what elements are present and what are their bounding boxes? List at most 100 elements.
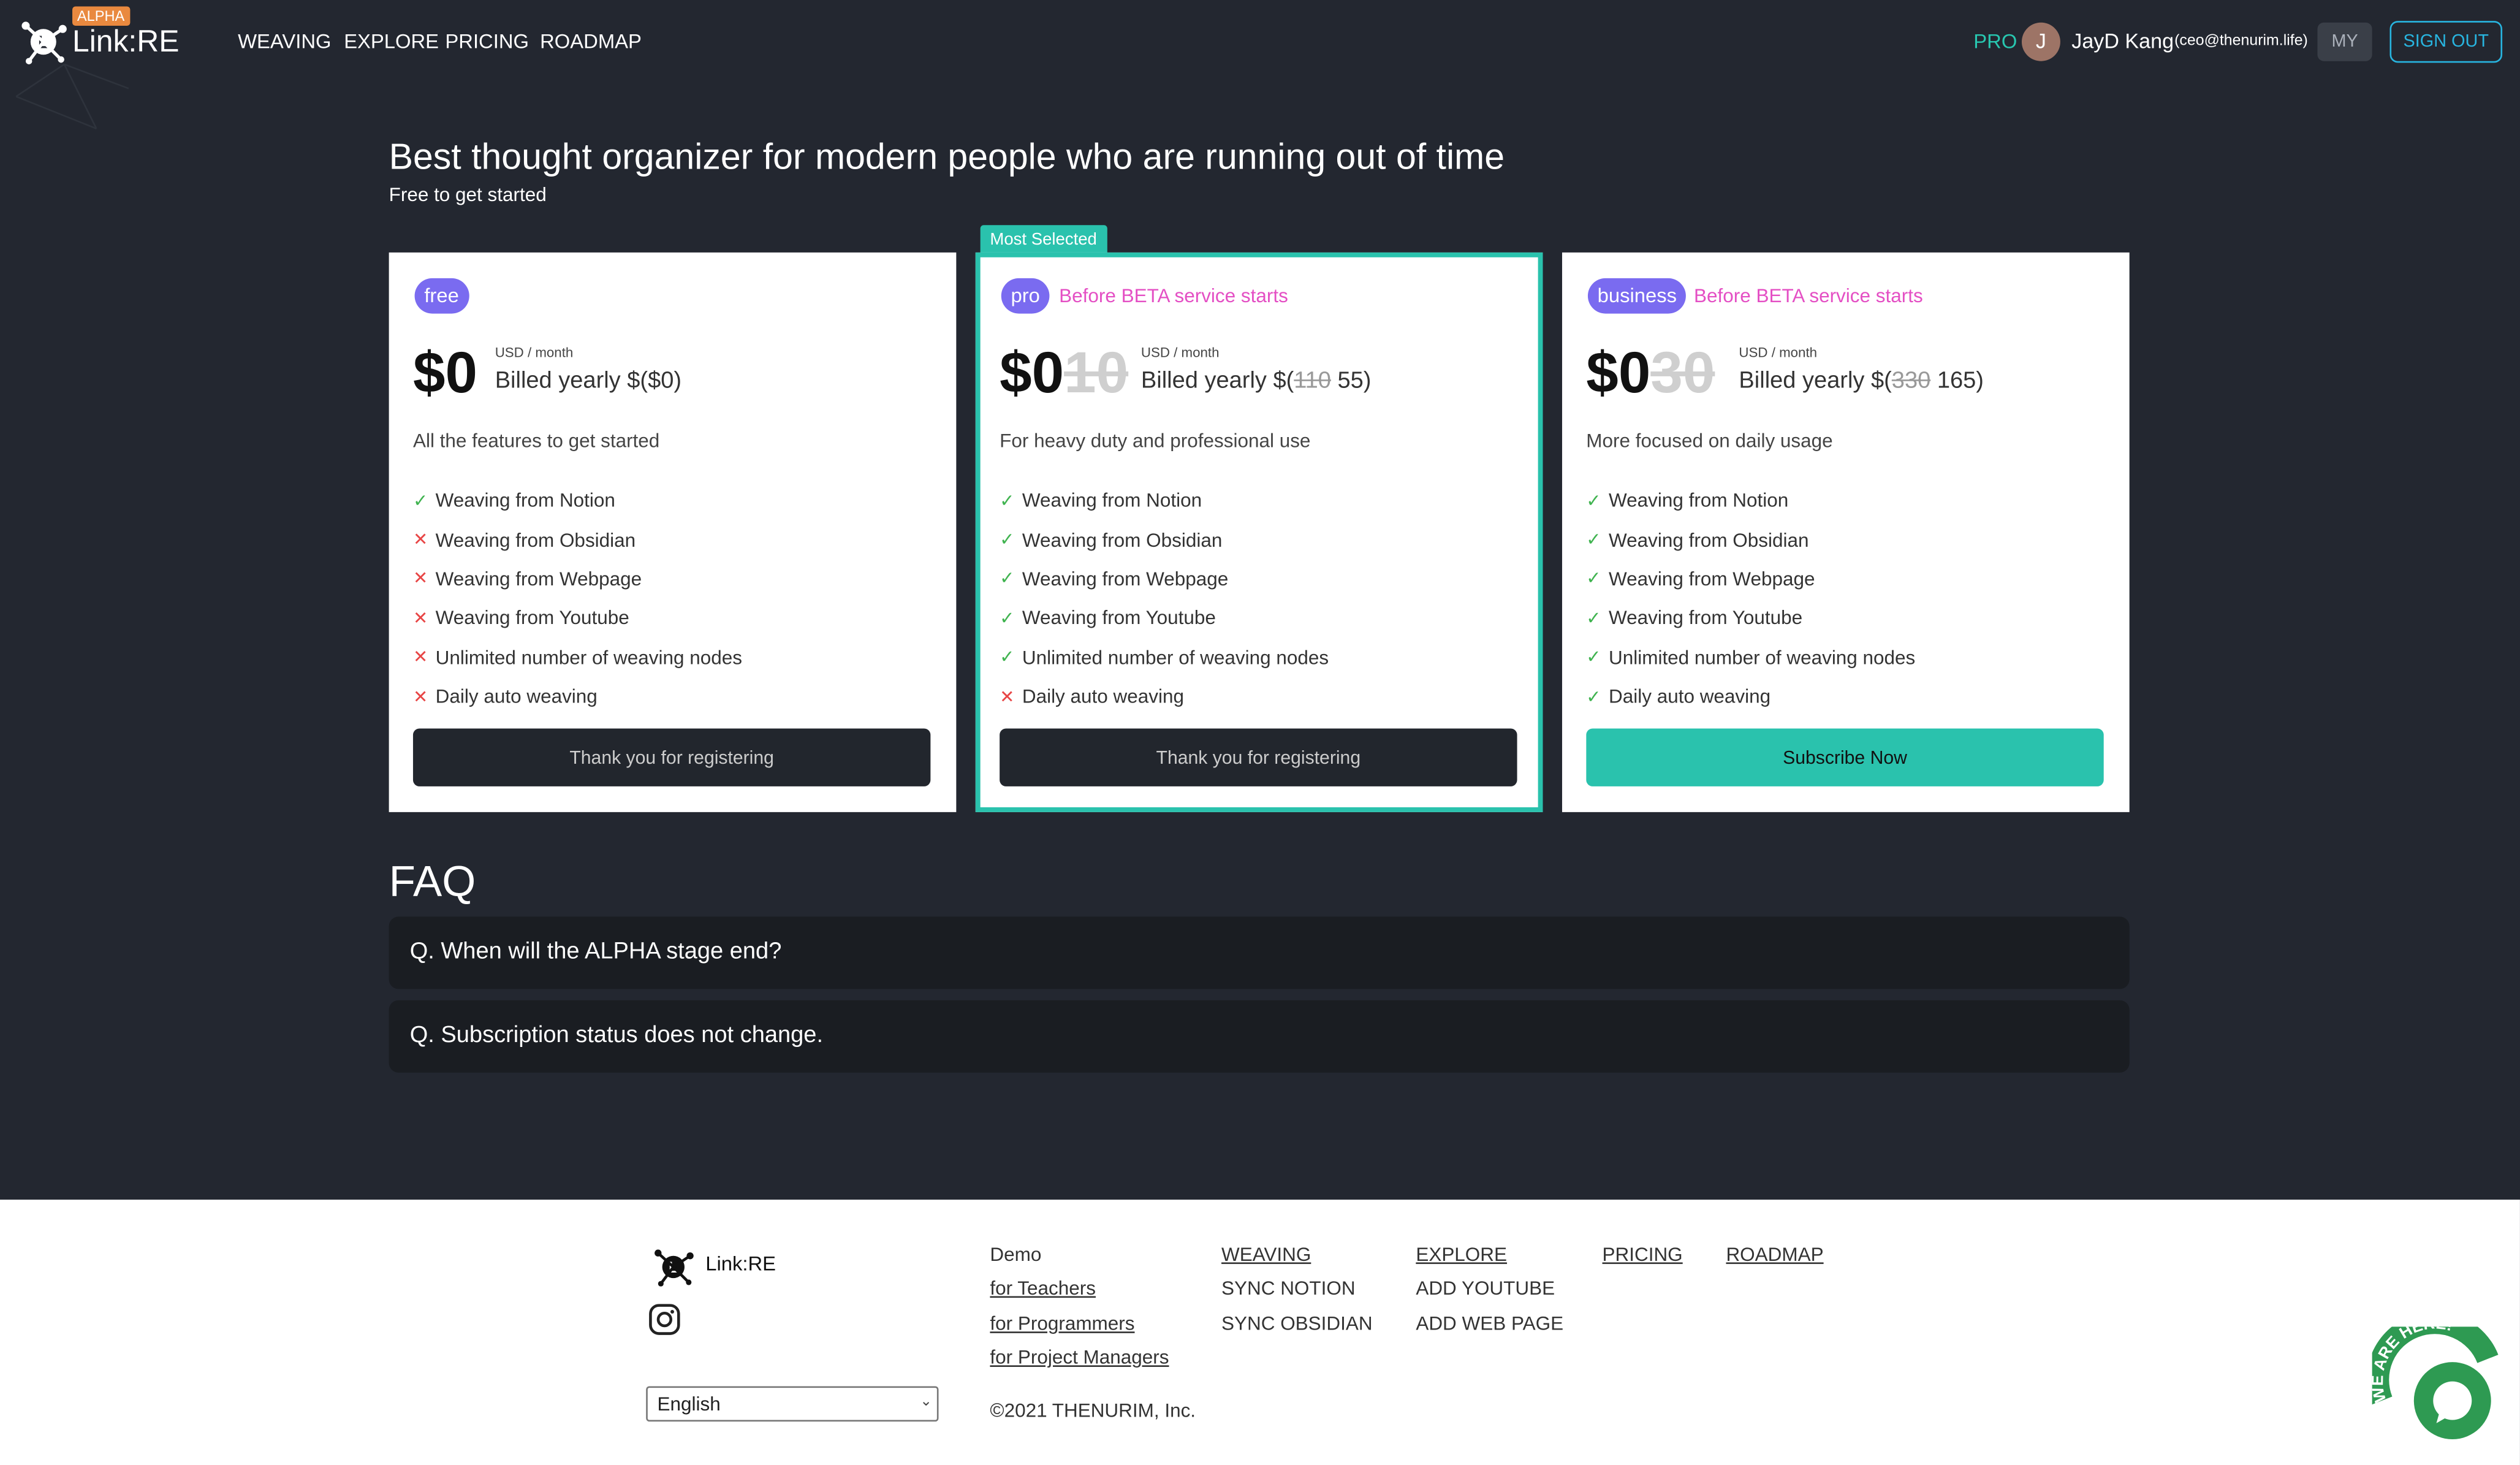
check-icon: ✓ (1000, 491, 1015, 511)
footer-link-explore[interactable]: EXPLORE (1416, 1242, 1508, 1266)
feature-label: Weaving from Notion (435, 489, 615, 512)
page-subtitle: Free to get started (389, 183, 547, 206)
instagram-icon[interactable] (648, 1303, 681, 1336)
price-unit: USD / month (1739, 344, 1818, 360)
feature-label: Weaving from Notion (1609, 489, 1789, 512)
feature-label: Weaving from Obsidian (435, 528, 636, 551)
nav-weaving[interactable]: WEAVING (238, 30, 332, 53)
plan-description: All the features to get started (412, 429, 660, 452)
plan-pill: pro (1001, 278, 1050, 314)
feature-list: ✓ Weaving from Notion ✓ Weaving from Obsidi… (1000, 481, 1329, 716)
price: $030 (1586, 340, 1715, 407)
feature-item: ✓ Daily auto weaving (1586, 677, 1915, 716)
billed-yearly: Billed yearly $($0) (495, 368, 681, 394)
billed-value: 165) (1930, 368, 1984, 394)
nav-roadmap[interactable]: ROADMAP (540, 30, 642, 53)
check-icon: ✓ (1000, 609, 1015, 629)
plan-note: Before BETA service starts (1694, 284, 1923, 308)
check-icon: ✓ (1000, 569, 1015, 590)
pricing-card-free: free $0 USD / month Billed yearly $($0) … (389, 252, 957, 812)
footer-link-pricing[interactable]: PRICING (1602, 1242, 1683, 1266)
check-icon: ✓ (1000, 648, 1015, 668)
cross-icon: ✕ (412, 569, 428, 590)
logo-text: Link:RE (72, 25, 180, 60)
feature-item: ✕ Unlimited number of weaving nodes (413, 637, 742, 677)
footer-link-add-web-page[interactable]: ADD WEB PAGE (1416, 1312, 1564, 1335)
feature-item: ✕ Weaving from Obsidian (413, 520, 742, 559)
price-unit: USD / month (1140, 344, 1220, 360)
footer-link-sync-notion[interactable]: SYNC NOTION (1221, 1277, 1356, 1299)
faq-item[interactable]: Q. Subscription status does not change. (389, 1000, 2130, 1073)
feature-item: ✕ Weaving from Webpage (413, 559, 742, 598)
billed-old: 110 (1294, 368, 1331, 394)
price-old: 30 (1650, 339, 1715, 406)
copyright: ©2021 THENURIM, Inc. (990, 1399, 1196, 1422)
pricing-card-pro: pro Before BETA service starts $010 USD … (975, 252, 1543, 812)
feature-label: Daily auto weaving (1022, 685, 1185, 708)
billed-prefix: Billed yearly $( (495, 368, 648, 394)
footer-link-programmers[interactable]: for Programmers (990, 1312, 1135, 1335)
plan-note: Before BETA service starts (1059, 284, 1288, 308)
feature-label: Unlimited number of weaving nodes (1609, 645, 1916, 669)
check-icon: ✓ (1586, 491, 1601, 511)
feature-item: ✓ Weaving from Youtube (1586, 598, 1915, 637)
language-value: English (657, 1392, 721, 1415)
plan-pill: free (414, 278, 469, 314)
feature-list: ✓ Weaving from Notion ✓ Weaving from Obsidi… (1586, 481, 1915, 716)
plan-description: For heavy duty and professional use (1000, 429, 1311, 452)
logo-icon: L (21, 21, 67, 64)
check-icon: ✓ (1586, 530, 1601, 550)
feature-item: ✓ Unlimited number of weaving nodes (1000, 637, 1329, 677)
feature-item: ✓ Unlimited number of weaving nodes (1586, 637, 1915, 677)
registered-button[interactable]: Thank you for registering (412, 728, 931, 786)
plan-status-label: PRO (1973, 30, 2017, 53)
feature-label: Weaving from Webpage (1022, 568, 1229, 590)
billed-yearly: Billed yearly $(110 55) (1141, 368, 1372, 394)
page-title: Best thought organizer for modern people… (389, 136, 1505, 177)
faq-item[interactable]: Q. When will the ALPHA stage end? (389, 916, 2130, 989)
footer-link-add-youtube[interactable]: ADD YOUTUBE (1416, 1277, 1555, 1299)
plan-pill: business (1587, 278, 1687, 314)
feature-item: ✕ Daily auto weaving (413, 677, 742, 716)
billed-prefix: Billed yearly $( (1140, 368, 1294, 394)
feature-label: Weaving from Webpage (435, 568, 642, 590)
brand-logo[interactable]: L ALPHA Link:RE (19, 6, 212, 74)
nav-pricing[interactable]: PRICING (445, 30, 529, 53)
feature-label: Weaving from Notion (1022, 489, 1202, 512)
my-button[interactable]: MY (2317, 22, 2372, 61)
footer-link-teachers[interactable]: for Teachers (990, 1277, 1096, 1299)
billed-value: 55) (1330, 368, 1372, 394)
feature-item: ✓ Weaving from Webpage (1586, 559, 1915, 598)
billed-old: 330 (1891, 368, 1931, 394)
sign-out-button[interactable]: SIGN OUT (2389, 21, 2503, 63)
top-navbar: L ALPHA Link:RE WEAVING EXPLORE PRICING … (0, 0, 2520, 83)
billed-value: $0) (648, 368, 682, 394)
user-email: (ceo@thenurim.life) (2174, 32, 2308, 50)
footer-demo-heading: Demo (990, 1242, 1042, 1266)
cross-icon: ✕ (412, 648, 428, 668)
background-network-decoration (15, 63, 129, 130)
language-select[interactable]: English ⌄ (646, 1386, 939, 1422)
chat-widget[interactable]: WE ARE HERE! (2366, 1311, 2501, 1455)
billed-prefix: Billed yearly $( (1739, 368, 1892, 394)
feature-item: ✓ Weaving from Notion (1586, 481, 1915, 520)
registered-button[interactable]: Thank you for registering (1000, 728, 1517, 786)
subscribe-now-button[interactable]: Subscribe Now (1586, 728, 2104, 786)
feature-label: Daily auto weaving (435, 685, 598, 708)
check-icon: ✓ (1586, 609, 1601, 629)
cross-icon: ✕ (412, 609, 428, 629)
nav-explore[interactable]: EXPLORE (344, 30, 439, 53)
footer-link-sync-obsidian[interactable]: SYNC OBSIDIAN (1221, 1312, 1373, 1335)
check-icon: ✓ (1586, 648, 1601, 668)
price-current: $0 (1000, 339, 1065, 406)
feature-item: ✓ Weaving from Youtube (1000, 598, 1329, 637)
feature-item: ✓ Weaving from Obsidian (1000, 520, 1329, 559)
avatar[interactable]: J (2021, 22, 2060, 61)
footer-link-project-managers[interactable]: for Project Managers (990, 1345, 1169, 1369)
footer-link-weaving[interactable]: WEAVING (1221, 1242, 1311, 1266)
price-current: $0 (412, 339, 477, 406)
feature-label: Weaving from Youtube (435, 607, 629, 630)
footer-logo-icon: L (655, 1249, 694, 1287)
faq-question: Q. When will the ALPHA stage end? (409, 939, 782, 965)
footer-link-roadmap[interactable]: ROADMAP (1726, 1242, 1824, 1266)
